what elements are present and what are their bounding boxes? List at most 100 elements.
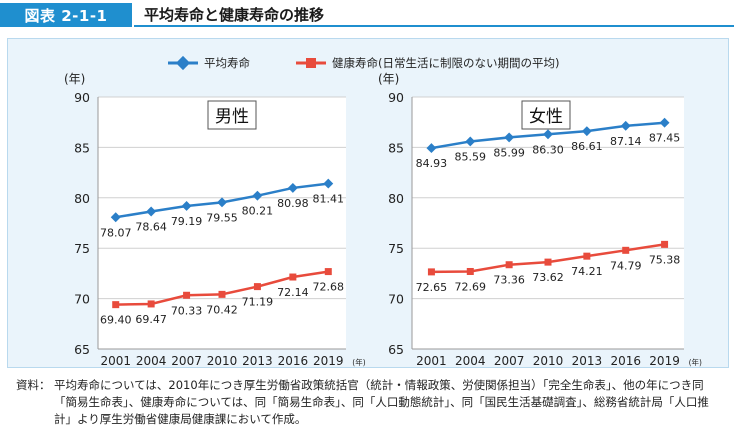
- x-tick-label: 2016: [278, 354, 309, 367]
- chart-male: 65 70 75 80 85 90 (年) 2001 2004 2007 2010 2013 2016 2…: [64, 72, 366, 368]
- data-label: 87.45: [649, 132, 681, 145]
- figure-label: 図表 2-1-1: [0, 3, 132, 27]
- data-label: 74.79: [610, 259, 642, 272]
- data-label: 69.47: [135, 313, 167, 326]
- legend-marker-life-expectancy: [175, 55, 191, 71]
- y-tick-label: 90: [74, 90, 90, 105]
- chart-title: 男性: [215, 107, 249, 127]
- x-tick-label: 2001: [100, 354, 131, 367]
- data-label: 79.55: [206, 211, 238, 224]
- legend-label-life-expectancy: 平均寿命: [204, 56, 250, 70]
- data-label: 73.62: [532, 271, 564, 284]
- data-label: 71.19: [242, 296, 274, 309]
- data-label: 81.41: [313, 193, 345, 206]
- data-label: 84.93: [416, 157, 448, 170]
- y-tick-label: 70: [388, 292, 404, 307]
- legend-label-healthy-life: 健康寿命(日常生活に制限のない期間の平均): [332, 56, 559, 70]
- data-label: 70.33: [171, 304, 203, 317]
- data-label: 73.36: [493, 274, 525, 287]
- y-tick-label: 80: [74, 191, 90, 206]
- data-point-life-expectancy: [543, 129, 553, 140]
- data-point-healthy-life: [544, 258, 552, 266]
- data-label: 72.14: [277, 286, 309, 299]
- x-tick-label: 2013: [572, 354, 603, 367]
- data-label: 72.69: [455, 280, 487, 293]
- data-label: 79.19: [171, 215, 203, 228]
- data-label: 85.59: [455, 150, 487, 163]
- data-label: 74.21: [571, 265, 603, 278]
- y-tick-label: 80: [388, 191, 404, 206]
- x-tick-label: 2019: [649, 354, 680, 367]
- x-tick-label: 2016: [610, 354, 641, 367]
- data-point-healthy-life: [112, 301, 120, 309]
- data-point-life-expectancy: [181, 201, 192, 211]
- data-point-life-expectancy: [110, 212, 121, 223]
- x-tick-label: 2007: [494, 354, 525, 367]
- chart-svg: 平均寿命 健康寿命(日常生活に制限のない期間の平均) 65 70 75 80 85 90 (…: [64, 55, 702, 368]
- data-label: 85.99: [493, 146, 525, 159]
- y-axis-unit: (年): [378, 72, 399, 86]
- data-label: 78.64: [135, 221, 167, 234]
- data-point-healthy-life: [324, 268, 332, 276]
- x-axis-unit: (年): [689, 357, 702, 367]
- data-point-life-expectancy: [252, 190, 263, 201]
- x-tick-label: 2010: [533, 354, 564, 367]
- data-point-life-expectancy: [659, 117, 670, 128]
- x-tick-label: 2007: [171, 354, 202, 367]
- data-label: 72.65: [416, 281, 448, 294]
- x-tick-label: 2004: [136, 354, 167, 367]
- data-point-healthy-life: [218, 290, 226, 298]
- data-point-life-expectancy: [620, 120, 631, 131]
- data-point-life-expectancy: [323, 178, 334, 189]
- data-label: 86.30: [532, 143, 564, 156]
- data-point-healthy-life: [289, 273, 297, 281]
- chart-female: 65 70 75 80 85 90 (年) 2001 2004 2007 2010 2013 2016 2…: [378, 72, 702, 368]
- data-point-healthy-life: [427, 268, 435, 276]
- chart-title-box: [207, 100, 257, 130]
- data-point-healthy-life: [661, 240, 669, 248]
- legend-marker-healthy-life: [306, 58, 316, 68]
- data-point-life-expectancy: [581, 126, 592, 137]
- y-tick-label: 70: [74, 292, 90, 307]
- y-tick-label: 65: [74, 342, 90, 357]
- data-label: 80.21: [242, 205, 274, 218]
- data-point-healthy-life: [583, 252, 591, 260]
- data-label: 80.98: [277, 197, 309, 210]
- data-label: 75.38: [649, 253, 681, 266]
- data-point-healthy-life: [466, 267, 474, 275]
- y-tick-label: 75: [74, 241, 90, 256]
- legend: 平均寿命 健康寿命(日常生活に制限のない期間の平均): [168, 55, 559, 71]
- chart-panel: 平均寿命 健康寿命(日常生活に制限のない期間の平均) 65 70 75 80 85 90 (…: [7, 38, 729, 368]
- chart-title: 女性: [529, 107, 563, 127]
- figure-title: 平均寿命と健康寿命の推移: [134, 3, 734, 27]
- chart-title-box: [521, 100, 571, 130]
- data-point-life-expectancy: [287, 182, 298, 193]
- y-tick-label: 85: [388, 140, 404, 155]
- source-note-text: 平均寿命については、2010年につき厚生労働省政策統括官（統計・情報政策、労使関…: [54, 378, 709, 426]
- data-label: 69.40: [100, 314, 132, 327]
- data-label: 70.42: [206, 303, 238, 316]
- y-tick-label: 85: [74, 140, 90, 155]
- y-tick-label: 65: [388, 342, 404, 357]
- plot-area: [98, 97, 346, 349]
- y-axis-unit: (年): [64, 72, 85, 86]
- x-tick-label: 2019: [313, 354, 344, 367]
- data-label: 78.07: [100, 226, 132, 239]
- data-label: 72.68: [313, 281, 345, 294]
- data-point-healthy-life: [183, 291, 191, 299]
- x-axis-unit: (年): [352, 357, 365, 367]
- data-point-healthy-life: [253, 283, 261, 291]
- figure-header: 図表 2-1-1 平均寿命と健康寿命の推移: [0, 0, 734, 30]
- data-point-life-expectancy: [146, 206, 157, 217]
- y-tick-label: 90: [388, 90, 404, 105]
- data-point-healthy-life: [622, 246, 630, 254]
- data-point-healthy-life: [505, 261, 513, 269]
- x-tick-label: 2010: [207, 354, 238, 367]
- x-tick-label: 2013: [242, 354, 273, 367]
- x-tick-label: 2004: [455, 354, 486, 367]
- data-point-healthy-life: [147, 300, 155, 308]
- source-note-label: 資料：: [16, 378, 51, 392]
- y-tick-label: 75: [388, 241, 404, 256]
- data-label: 87.14: [610, 135, 642, 148]
- x-tick-label: 2001: [416, 354, 447, 367]
